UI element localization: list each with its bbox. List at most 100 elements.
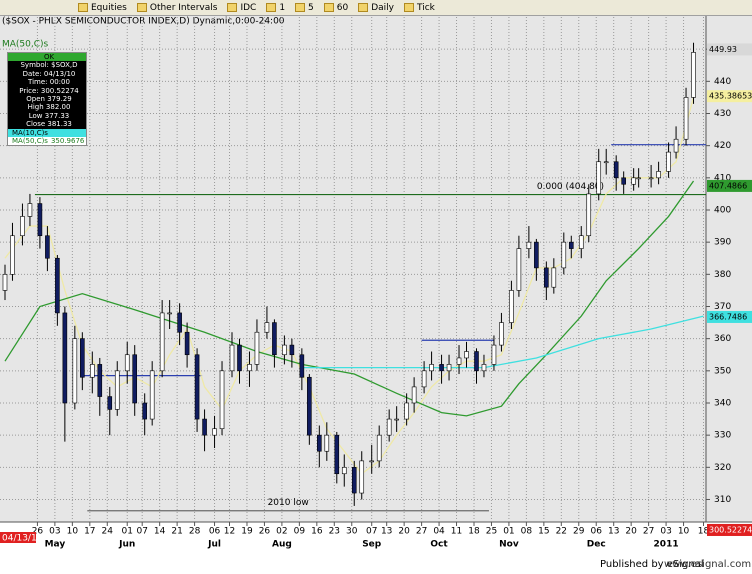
- toolbar-item[interactable]: 1: [266, 3, 285, 13]
- info-row: Time: 00:00: [28, 78, 70, 87]
- candle-body: [334, 434, 340, 475]
- info-row: High 382.00: [27, 103, 71, 112]
- candle-body: [90, 364, 95, 378]
- candle-body: [184, 331, 190, 356]
- candle-body: [683, 97, 689, 140]
- candle-body: [62, 312, 68, 404]
- toolbar-item[interactable]: 5: [295, 3, 314, 13]
- x-tick-label: 19: [241, 527, 253, 537]
- x-tick-label: 10: [67, 527, 79, 537]
- candle-body: [177, 312, 182, 333]
- candle-body: [386, 418, 392, 436]
- candle-body: [586, 193, 592, 237]
- y-tick-label: 420: [714, 141, 731, 151]
- x-tick-label: 29: [573, 527, 585, 537]
- x-tick-label: 11: [451, 527, 462, 537]
- candle-body: [229, 344, 235, 372]
- info-ma50-value: 350.9676: [50, 137, 85, 146]
- cursor-date-box: [0, 532, 36, 543]
- moving-average: [301, 315, 704, 369]
- x-tick-label: 24: [102, 527, 114, 537]
- candle-body: [27, 203, 33, 217]
- candle-body: [167, 312, 172, 315]
- y-tick-label: 440: [714, 77, 731, 87]
- candle-body: [289, 344, 295, 356]
- candle-body: [446, 364, 452, 372]
- candle-body: [526, 241, 532, 249]
- toolbar-item[interactable]: 60: [324, 3, 348, 13]
- y-tick-label: 410: [714, 173, 731, 183]
- candle-body: [351, 467, 357, 494]
- candle-body: [421, 370, 427, 388]
- x-tick-label: 23: [329, 527, 340, 537]
- candle-body: [491, 344, 497, 365]
- candle-body: [464, 351, 469, 359]
- month-label: Jul: [207, 540, 221, 550]
- x-tick-label: 06: [209, 527, 221, 537]
- x-tick-label: 08: [521, 527, 533, 537]
- candle-body: [613, 161, 619, 179]
- info-box: OK Symbol: $SOX,D Date: 04/13/10 Time: 00:…: [7, 52, 87, 147]
- info-row: Price: 300.52274: [19, 86, 79, 95]
- candle-body: [481, 364, 487, 372]
- month-label: 2011: [654, 540, 679, 550]
- toolbar-item[interactable]: Equities: [78, 3, 127, 13]
- x-tick-label: 15: [538, 527, 549, 537]
- info-row: Date: 04/13/10: [22, 69, 76, 78]
- candle-body: [656, 171, 661, 179]
- candle-body: [307, 376, 312, 436]
- candle-body: [264, 322, 270, 333]
- candle-body: [561, 241, 567, 269]
- candle-body: [324, 434, 330, 452]
- last-value-box: [707, 523, 752, 536]
- cursor-date: 04/13/10: [2, 534, 43, 544]
- x-tick-label: 27: [416, 527, 427, 537]
- candle-body: [648, 177, 654, 180]
- x-tick-label: 14: [154, 527, 166, 537]
- candle-body: [55, 257, 60, 314]
- candle-body: [202, 418, 207, 436]
- candle-body: [194, 354, 200, 420]
- last-value-label: 300.52274: [709, 525, 752, 534]
- toolbar-item[interactable]: Other Intervals: [137, 3, 218, 13]
- chart-background: [0, 16, 752, 574]
- candle-body: [282, 344, 287, 356]
- x-tick-label: 01: [503, 527, 514, 537]
- footer: Published by eSignal www.esignal.com: [0, 558, 752, 572]
- y-tick-label: 400: [714, 205, 731, 215]
- candle-body: [499, 322, 504, 346]
- chart: ($SOX - PHLX SEMICONDUCTOR INDEX,D) Dyna…: [0, 16, 752, 574]
- candle-body: [219, 370, 225, 430]
- x-tick-label: 13: [381, 527, 392, 537]
- horizontal-line-label: 2010 low: [268, 498, 309, 508]
- x-tick-label: 17: [84, 527, 95, 537]
- candle-body: [621, 177, 626, 185]
- toolbar-item[interactable]: IDC: [227, 3, 256, 13]
- candle-body: [317, 434, 322, 452]
- candle-body: [376, 434, 382, 462]
- last-value-label: 435.386538: [709, 92, 752, 101]
- month-label: Aug: [272, 540, 292, 550]
- x-tick-label: 07: [366, 527, 377, 537]
- candle-body: [394, 418, 399, 421]
- y-tick-label: 430: [714, 109, 731, 119]
- x-tick-label: 06: [591, 527, 603, 537]
- candle-body: [568, 241, 574, 249]
- toolbar: Equities Other Intervals IDC 1 5 60 Daily Tick: [0, 0, 752, 16]
- candle-body: [299, 354, 305, 378]
- candle-body: [404, 402, 409, 420]
- x-tick-label: 25: [486, 527, 497, 537]
- candle-body: [37, 203, 43, 237]
- candle-body: [107, 396, 113, 410]
- x-tick-label: 13: [608, 527, 619, 537]
- last-value-box: [707, 310, 752, 323]
- candle-body: [578, 235, 584, 249]
- x-tick-label: 04: [433, 527, 445, 537]
- x-tick-label: 27: [643, 527, 654, 537]
- info-ma50-name: MA(50,C)s: [12, 137, 48, 146]
- x-tick-label: 26: [32, 527, 44, 537]
- toolbar-item[interactable]: Daily: [358, 3, 394, 13]
- x-tick-label: 28: [189, 527, 201, 537]
- publisher: Published by eSignal: [600, 559, 704, 570]
- toolbar-item[interactable]: Tick: [404, 3, 435, 13]
